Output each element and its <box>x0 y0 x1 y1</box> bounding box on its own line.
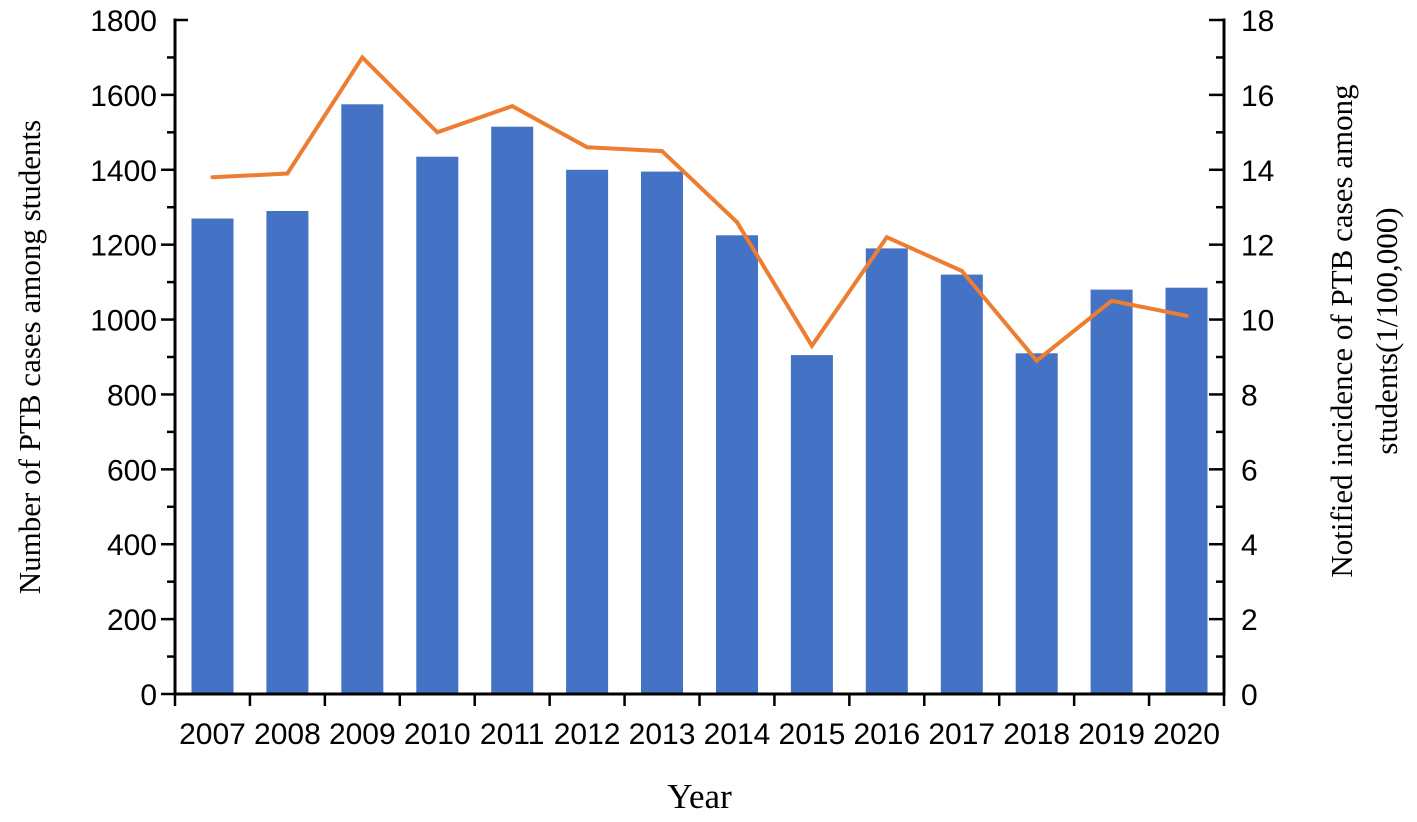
left-tick-label-200: 200 <box>107 604 157 637</box>
x-tick-label-2012: 2012 <box>554 718 621 751</box>
x-tick-label-2011: 2011 <box>480 718 545 751</box>
right-tick-label-10: 10 <box>1241 305 1274 338</box>
bar-2007 <box>191 218 234 694</box>
x-tick-label-2019: 2019 <box>1078 718 1145 751</box>
left-tick-label-1400: 1400 <box>90 155 157 188</box>
right-tick-label-6: 6 <box>1241 454 1258 487</box>
right-axis-title-line1: Notified incidence of PTB cases among <box>1324 84 1359 577</box>
left-axis-ticks <box>161 18 188 696</box>
x-axis-title: Year <box>667 777 732 816</box>
right-tick-label-14: 14 <box>1241 155 1274 188</box>
x-tick-label-2007: 2007 <box>179 718 246 751</box>
x-tick-label-2015: 2015 <box>779 718 846 751</box>
x-tick-label-2018: 2018 <box>1003 718 1070 751</box>
x-tick-label-2014: 2014 <box>704 718 771 751</box>
left-tick-label-400: 400 <box>107 529 157 562</box>
x-tick-label-2016: 2016 <box>853 718 920 751</box>
left-axis-tick-labels: 0 200 400 600 800 1000 1200 1400 1600 1800 <box>90 5 157 712</box>
bar-2010 <box>416 156 459 694</box>
right-tick-label-0: 0 <box>1241 679 1258 712</box>
bar-2009 <box>341 104 384 695</box>
left-tick-label-0: 0 <box>140 679 157 712</box>
bar-2017 <box>940 274 983 694</box>
left-tick-label-800: 800 <box>107 379 157 412</box>
right-axis-title-line2: students(1/100,000) <box>1369 207 1404 454</box>
right-tick-label-16: 16 <box>1241 80 1274 113</box>
x-tick-label-2017: 2017 <box>928 718 995 751</box>
bar-2011 <box>491 126 534 694</box>
left-axis-title: Number of PTB cases among students <box>12 120 47 594</box>
bar-2008 <box>266 211 309 694</box>
x-tick-label-2009: 2009 <box>329 718 396 751</box>
right-axis-tick-labels: 0 2 4 6 8 10 12 14 16 18 <box>1241 5 1274 712</box>
right-tick-label-8: 8 <box>1241 379 1258 412</box>
bar-2019 <box>1090 289 1133 694</box>
x-axis-ticks <box>173 694 1226 706</box>
right-tick-label-12: 12 <box>1241 230 1274 263</box>
x-tick-label-2013: 2013 <box>629 718 696 751</box>
left-tick-label-1000: 1000 <box>90 305 157 338</box>
right-tick-label-4: 4 <box>1241 529 1258 562</box>
x-axis-tick-labels: 2007 2008 2009 2010 2011 2012 2013 2014 2015 2016… <box>179 718 1220 751</box>
bar-2016 <box>865 248 908 694</box>
right-tick-label-18: 18 <box>1241 5 1274 38</box>
bar-2015 <box>790 355 833 694</box>
left-tick-label-1600: 1600 <box>90 80 157 113</box>
incidence-line <box>210 54 1189 364</box>
bars-group <box>191 104 1208 695</box>
bar-2013 <box>641 171 683 695</box>
right-axis-ticks <box>1209 18 1224 696</box>
x-tick-label-2020: 2020 <box>1153 718 1220 751</box>
x-tick-label-2010: 2010 <box>404 718 471 751</box>
left-tick-label-600: 600 <box>107 454 157 487</box>
right-tick-label-2: 2 <box>1241 604 1258 637</box>
left-tick-label-1200: 1200 <box>90 230 157 263</box>
x-tick-label-2008: 2008 <box>254 718 321 751</box>
bar-2012 <box>566 169 609 695</box>
bar-2018 <box>1015 353 1058 694</box>
left-tick-label-1800: 1800 <box>90 5 157 38</box>
bar-2014 <box>716 235 758 695</box>
bar-2020 <box>1165 287 1208 694</box>
